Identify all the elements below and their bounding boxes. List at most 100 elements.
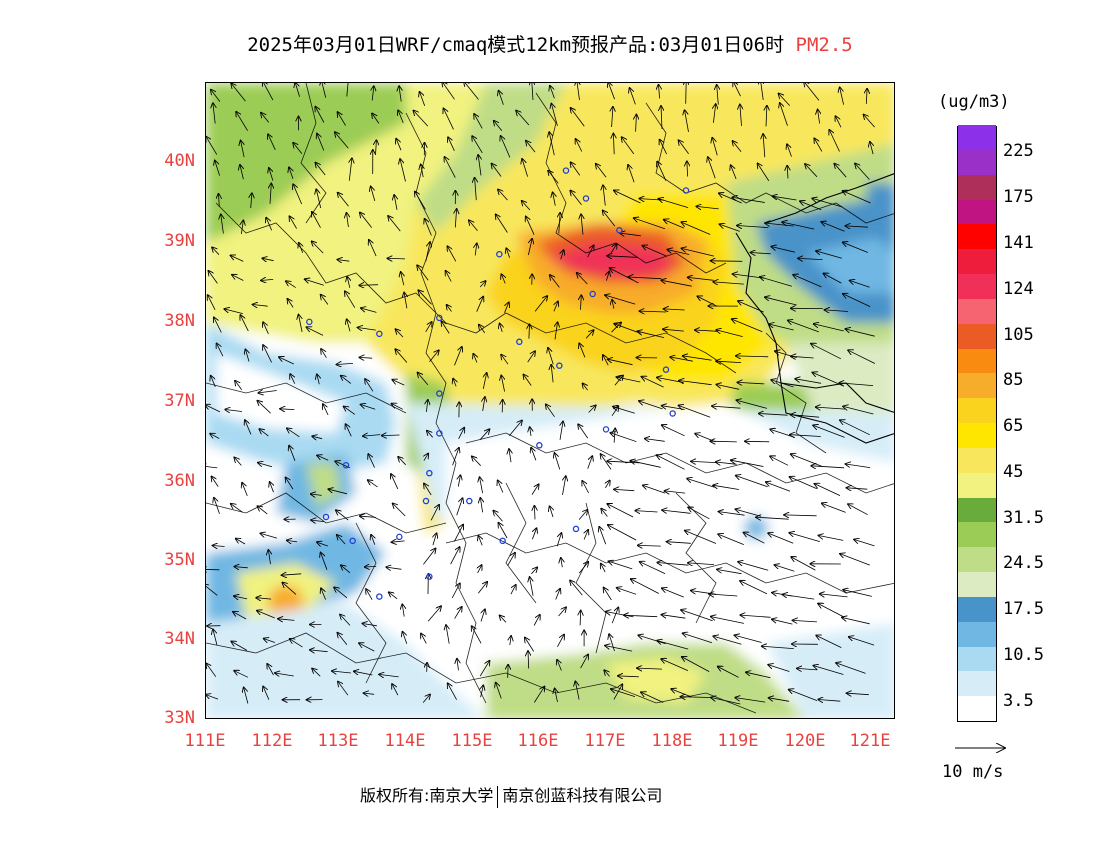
colorbar-label: 45: [1003, 462, 1024, 482]
wind-arrow: [587, 246, 594, 258]
wind-arrow: [605, 646, 633, 652]
wind-arrow: [469, 220, 478, 232]
wind-arrow: [478, 565, 482, 574]
wind-arrow: [687, 479, 715, 488]
colorbar-swatch: [958, 397, 996, 423]
wind-arrow: [657, 455, 685, 470]
wind-arrow: [717, 385, 740, 390]
wind-arrow: [501, 376, 504, 392]
colorbar-swatch: [958, 472, 996, 498]
wind-arrow: [295, 83, 300, 97]
colorbar-swatch: [958, 571, 996, 597]
wind-arrow: [360, 357, 373, 358]
wind-arrow: [421, 634, 427, 644]
wind-arrow: [555, 589, 560, 600]
wind-arrow: [645, 439, 665, 442]
wind-arrow: [208, 295, 216, 310]
wind-arrow: [263, 687, 270, 700]
wind-arrow: [510, 585, 516, 595]
wind-arrow: [640, 562, 666, 574]
wind-arrow: [344, 407, 356, 415]
wind-arrow: [270, 184, 271, 204]
wind-arrow: [846, 464, 871, 468]
wind-arrow: [745, 441, 770, 442]
wind-arrow: [528, 239, 532, 256]
wind-arrow: [312, 669, 321, 677]
wind-arrow: [499, 523, 508, 539]
colorbar-swatch: [958, 298, 996, 324]
wind-arrow: [445, 157, 456, 178]
wind-arrow: [217, 344, 224, 357]
lon-label-117e: 117E: [584, 731, 626, 751]
wind-arrow: [820, 594, 848, 597]
wind-arrow: [386, 567, 402, 569]
wind-arrow: [363, 435, 381, 437]
wind-arrow: [244, 688, 249, 704]
colorbar-swatch: [958, 621, 996, 647]
wind-arrow: [360, 516, 376, 517]
wind-arrow: [268, 134, 276, 150]
wind-arrow: [483, 397, 485, 412]
wind-arrow: [528, 651, 529, 669]
wind-arrow: [263, 322, 269, 334]
station-marker: [426, 469, 433, 477]
wind-arrow: [278, 619, 295, 621]
colorbar-swatch: [958, 248, 996, 274]
wind-arrow: [454, 347, 462, 366]
wind-arrow: [425, 322, 432, 333]
wind-arrow: [335, 461, 350, 469]
wind-arrow: [717, 570, 742, 575]
wind-arrow: [263, 345, 272, 363]
wind-arrow: [358, 328, 376, 331]
wind-arrow: [578, 424, 589, 439]
wind-arrow: [840, 88, 844, 105]
wind-arrow: [840, 554, 870, 566]
lat-label-40n: 40N: [164, 151, 195, 171]
wind-arrow: [396, 139, 402, 151]
wind-arrow: [266, 218, 273, 231]
wind-arrow: [751, 253, 771, 254]
wind-arrow: [624, 615, 658, 617]
wind-arrow: [659, 199, 689, 208]
wind-arrow: [606, 272, 609, 281]
wind-arrow: [738, 562, 769, 571]
wind-arrow: [312, 212, 321, 228]
wind-arrow: [688, 563, 715, 565]
wind-arrow: [733, 83, 741, 97]
wind-arrow: [483, 373, 486, 389]
wind-arrow: [349, 158, 352, 181]
map-panel: [205, 82, 895, 719]
wind-reference-arrow: [955, 740, 1013, 756]
wind-arrow: [481, 609, 485, 622]
wind-arrow: [338, 682, 349, 696]
wind-arrow: [305, 279, 324, 286]
wind-arrow: [398, 457, 406, 466]
wind-arrow: [588, 406, 596, 413]
wind-arrow: [631, 579, 659, 594]
wind-arrow: [610, 244, 617, 255]
wind-arrow: [561, 558, 563, 568]
wind-arrow: [855, 164, 870, 180]
station-marker: [556, 362, 563, 369]
wind-arrow: [587, 456, 593, 469]
wind-arrow: [396, 329, 404, 338]
wind-arrow: [610, 268, 639, 284]
wind-arrow: [610, 433, 637, 442]
wind-arrow: [791, 557, 816, 571]
wind-arrow: [329, 489, 348, 495]
wind-arrow: [401, 272, 404, 286]
wind-arrow: [478, 536, 482, 546]
wind-arrow: [261, 113, 270, 123]
wind-arrow: [613, 134, 614, 155]
wind-arrow: [612, 300, 614, 309]
wind-arrow: [516, 111, 530, 126]
wind-arrow: [392, 404, 403, 410]
wind-arrow: [555, 689, 558, 703]
wind-arrow: [479, 281, 486, 288]
wind-arrow: [522, 159, 528, 177]
lon-label-116e: 116E: [517, 731, 559, 751]
wind-arrow: [612, 107, 613, 128]
wind-arrow: [784, 515, 817, 516]
wind-arrow: [555, 453, 561, 470]
wind-arrow: [388, 216, 401, 232]
